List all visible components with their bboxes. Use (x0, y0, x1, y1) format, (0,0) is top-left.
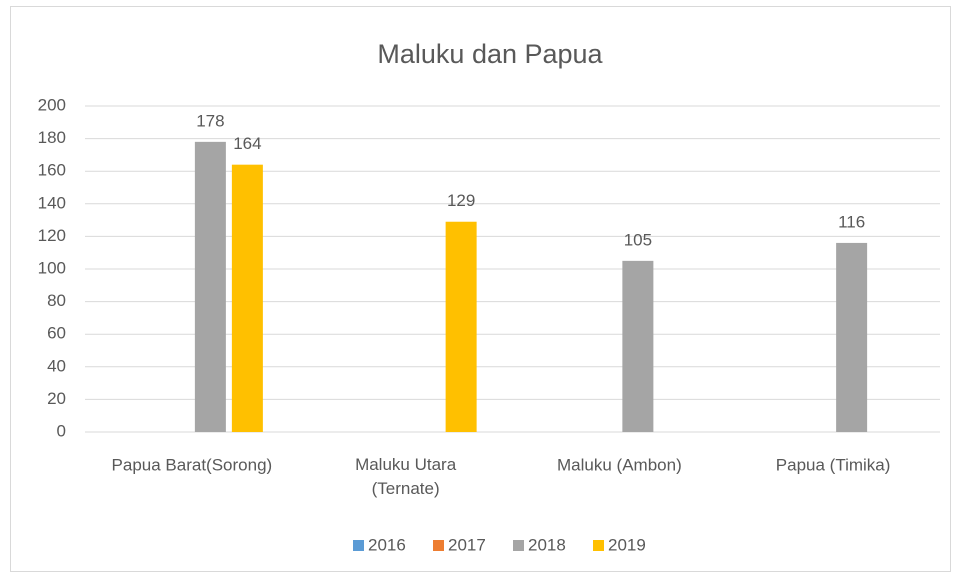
y-tick-label: 40 (47, 356, 66, 375)
data-label: 105 (624, 230, 652, 249)
y-tick-label: 160 (38, 161, 66, 180)
x-tick-label: Papua Barat(Sorong) (112, 455, 273, 474)
legend-swatch (513, 540, 524, 551)
legend-swatch (593, 540, 604, 551)
y-tick-label: 180 (38, 128, 66, 147)
bar (836, 242, 868, 432)
y-tick-label: 100 (38, 258, 66, 277)
data-label: 129 (447, 191, 475, 210)
legend-swatch (433, 540, 444, 551)
bar (194, 141, 226, 433)
y-tick-label: 0 (57, 421, 66, 440)
legend-label: 2016 (368, 535, 406, 554)
y-tick-label: 60 (47, 324, 66, 343)
bar (231, 164, 263, 432)
x-tick-label: Papua (Timika) (776, 455, 891, 474)
y-tick-label: 80 (47, 291, 66, 310)
y-tick-label: 200 (38, 95, 66, 114)
y-tick-label: 20 (47, 389, 66, 408)
data-label: 178 (196, 111, 224, 130)
legend-label: 2017 (448, 535, 486, 554)
legend-label: 2018 (528, 535, 566, 554)
bar (445, 221, 477, 432)
chart-border (10, 6, 951, 572)
y-tick-label: 120 (38, 226, 66, 245)
chart-title: Maluku dan Papua (377, 39, 603, 69)
x-tick-label: Maluku (Ambon) (557, 455, 682, 474)
legend-swatch (353, 540, 364, 551)
data-label: 116 (838, 212, 865, 231)
legend-label: 2019 (608, 535, 646, 554)
y-tick-label: 140 (38, 193, 66, 212)
bar (622, 260, 654, 432)
x-tick-label: Maluku Utara (Ternate) (355, 455, 457, 498)
data-label: 164 (233, 134, 261, 153)
